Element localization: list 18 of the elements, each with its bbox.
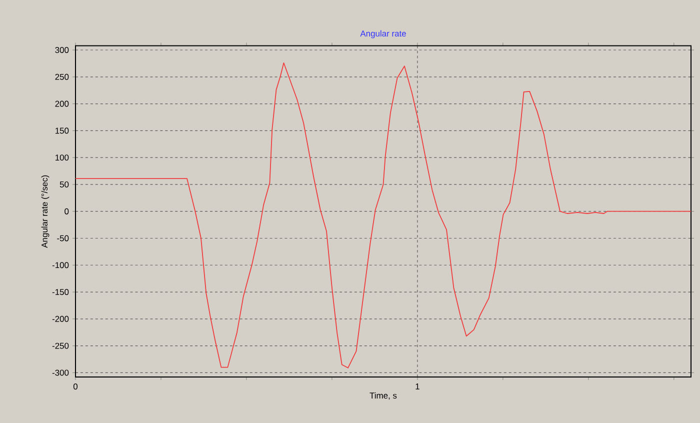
y-tick-label: -100: [52, 262, 69, 268]
y-tick-label: 250: [55, 74, 69, 80]
y-tick-label: 200: [55, 100, 69, 107]
y-tick-label: 0: [64, 208, 69, 214]
y-tick-label: -150: [52, 289, 69, 296]
y-tick-label: 150: [55, 128, 69, 134]
y-tick-label: -300: [52, 370, 69, 376]
y-tick-label: -200: [52, 316, 69, 322]
line-series: [76, 62, 692, 368]
chart-title: Angular rate: [360, 30, 406, 38]
x-axis-title: Time, s: [370, 392, 397, 400]
y-tick-label: 300: [55, 47, 69, 53]
y-axis-title: Angular rate (°/sec): [41, 175, 50, 248]
x-tick-label: 1: [416, 384, 420, 390]
y-tick-label: 50: [60, 181, 69, 188]
y-tick-label: -250: [52, 342, 69, 349]
y-tick-label: 100: [55, 154, 69, 161]
y-tick-label: -50: [57, 235, 69, 242]
